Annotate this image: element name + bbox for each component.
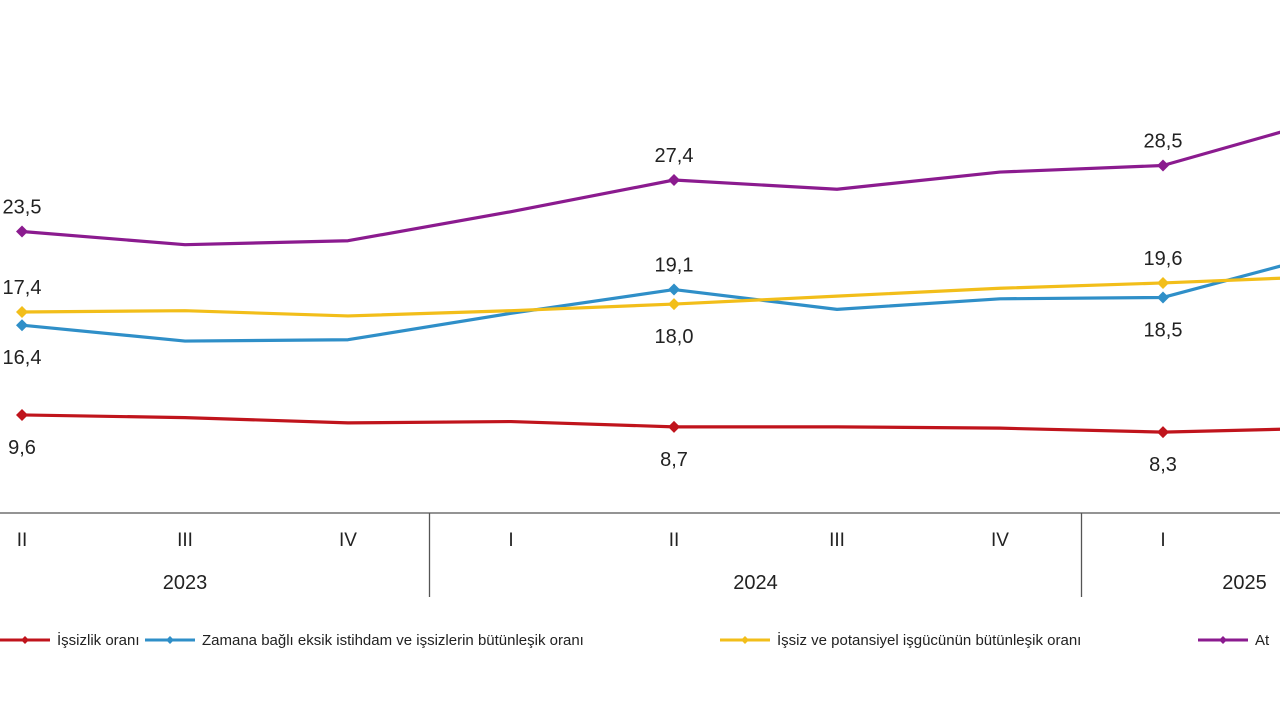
x-year-label: 2023 xyxy=(163,572,208,594)
x-year-label: 2025 xyxy=(1222,572,1267,594)
x-tick-label: I xyxy=(508,530,513,551)
series-lines xyxy=(20,130,1280,434)
x-axis: IIIIIIVIIIIIIIVIII202320242025 xyxy=(0,512,1280,597)
series-line xyxy=(20,413,1280,434)
data-label: 18,5 xyxy=(1144,319,1183,341)
x-tick-label: II xyxy=(669,530,680,551)
legend-label: At xyxy=(1255,632,1270,649)
data-point-marker xyxy=(1157,276,1169,289)
legend-marker xyxy=(21,636,29,644)
data-label: 8,7 xyxy=(660,449,688,471)
series-line xyxy=(20,276,1280,318)
legend-label: İşsizlik oranı xyxy=(57,631,140,649)
series-line xyxy=(20,264,1280,343)
x-tick-label: II xyxy=(17,530,28,551)
data-label: 23,5 xyxy=(3,196,42,218)
data-label: 19,1 xyxy=(655,255,694,277)
data-point-marker xyxy=(16,225,28,238)
x-tick-label: IV xyxy=(339,530,357,551)
series-line xyxy=(20,130,1280,247)
data-point-marker xyxy=(668,298,680,311)
x-tick-label: III xyxy=(177,530,193,551)
data-label: 18,0 xyxy=(655,326,694,348)
legend: İşsizlik oranı Zamana bağlı eksik istihda… xyxy=(0,631,1270,649)
data-point-marker xyxy=(1157,426,1169,439)
data-point-marker xyxy=(668,283,680,296)
legend-marker xyxy=(1219,636,1227,644)
data-point-marker xyxy=(16,319,28,332)
data-point-marker xyxy=(1157,159,1169,172)
legend-marker xyxy=(741,636,749,644)
data-label: 27,4 xyxy=(655,145,694,167)
data-label: 9,6 xyxy=(8,437,36,459)
data-point-marker xyxy=(668,174,680,186)
series-markers xyxy=(16,159,1169,439)
data-labels: 9,6 8,7 8,3 16,4 19,1 18,5 17,4 18,0 19,6 23,5 27,… xyxy=(3,130,1183,476)
legend-marker xyxy=(166,636,174,644)
x-tick-label: III xyxy=(829,530,845,551)
data-label: 19,6 xyxy=(1144,248,1183,270)
legend-label: Zamana bağlı eksik istihdam ve işsizleri… xyxy=(202,632,584,649)
data-point-marker xyxy=(16,408,28,421)
data-label: 16,4 xyxy=(3,347,42,369)
data-label: 28,5 xyxy=(1144,130,1183,152)
legend-label: İşsiz ve potansiyel işgücünün bütünleşik… xyxy=(777,631,1081,649)
data-point-marker xyxy=(668,420,680,433)
data-label: 8,3 xyxy=(1149,454,1177,476)
x-tick-label: IV xyxy=(991,530,1009,551)
data-point-marker xyxy=(16,306,28,318)
data-label: 17,4 xyxy=(3,277,42,299)
x-year-label: 2024 xyxy=(733,572,778,594)
x-tick-label: I xyxy=(1160,530,1165,551)
data-point-marker xyxy=(1157,291,1169,304)
